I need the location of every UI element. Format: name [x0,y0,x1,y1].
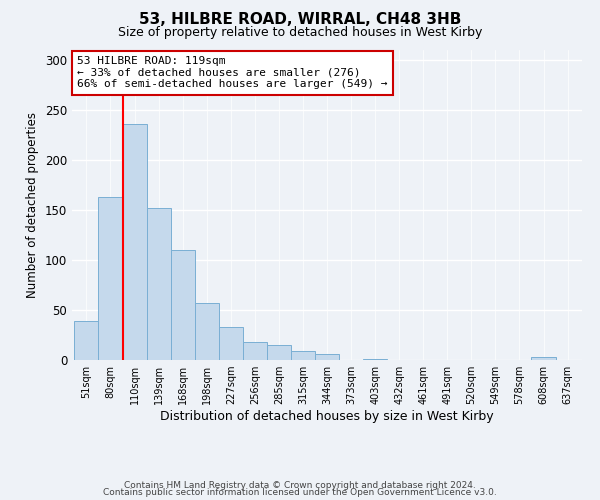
Bar [194,303,219,360]
Text: Size of property relative to detached houses in West Kirby: Size of property relative to detached ho… [118,26,482,39]
Y-axis label: Number of detached properties: Number of detached properties [26,112,40,298]
Bar [98,197,122,360]
Bar [243,342,267,360]
Bar [170,250,194,360]
Text: 53 HILBRE ROAD: 119sqm
← 33% of detached houses are smaller (276)
66% of semi-de: 53 HILBRE ROAD: 119sqm ← 33% of detached… [77,56,388,90]
Text: 53, HILBRE ROAD, WIRRAL, CH48 3HB: 53, HILBRE ROAD, WIRRAL, CH48 3HB [139,12,461,28]
Bar [146,208,170,360]
Text: Contains public sector information licensed under the Open Government Licence v3: Contains public sector information licen… [103,488,497,497]
Bar [219,327,243,360]
Bar [363,359,387,360]
Bar [122,124,146,360]
X-axis label: Distribution of detached houses by size in West Kirby: Distribution of detached houses by size … [160,410,494,423]
Bar [267,345,291,360]
Text: Contains HM Land Registry data © Crown copyright and database right 2024.: Contains HM Land Registry data © Crown c… [124,480,476,490]
Bar [315,354,339,360]
Bar [291,351,315,360]
Bar [532,357,556,360]
Bar [74,321,98,360]
